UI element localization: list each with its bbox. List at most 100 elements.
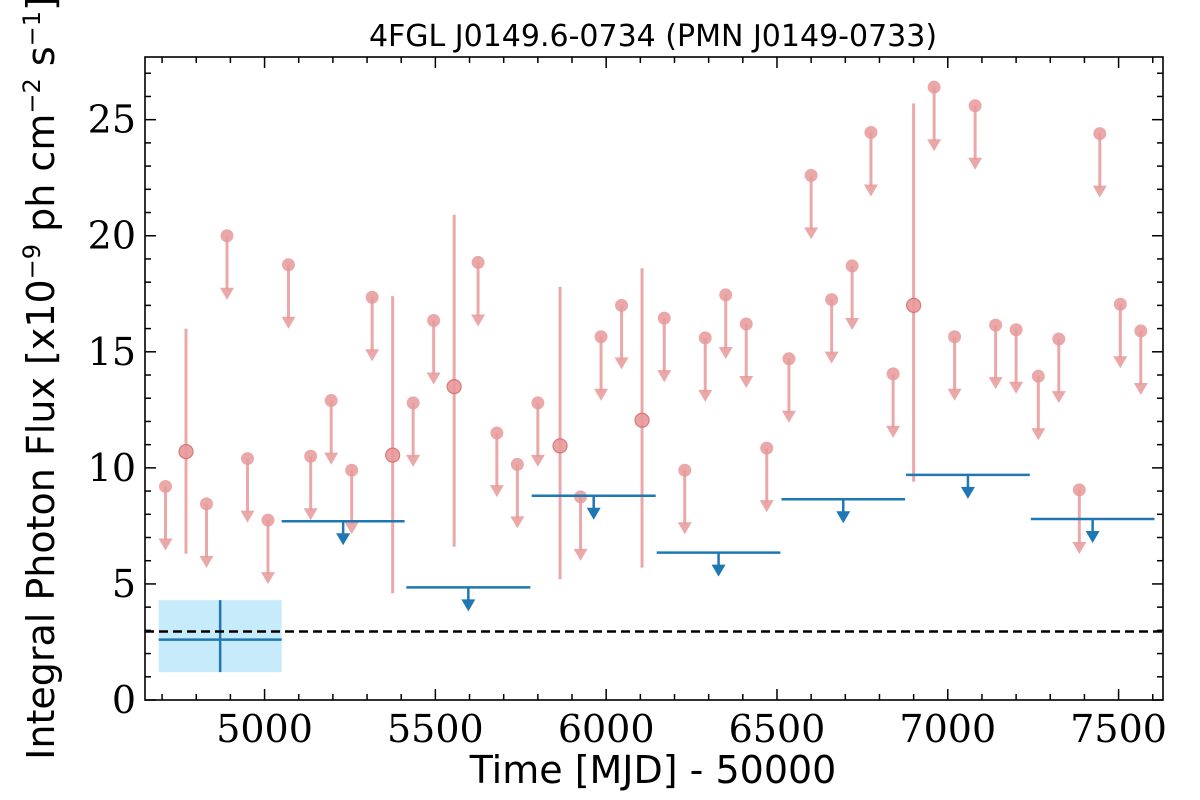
- x-tick-label: 6000: [558, 707, 655, 751]
- fine-upper-limit-head: [573, 548, 588, 561]
- fine-upper-limit-head: [1072, 541, 1087, 554]
- fine-upper-limit-head: [594, 388, 609, 401]
- x-tick-label: 5000: [216, 707, 313, 751]
- fine-upper-limit-point: [1113, 297, 1127, 311]
- fine-upper-limit-head: [698, 389, 713, 402]
- fine-upper-limit-point: [471, 255, 485, 269]
- y-axis-label-mid2: s: [19, 46, 63, 78]
- fine-upper-limit-point: [324, 394, 338, 408]
- fine-upper-limit-head: [530, 454, 545, 467]
- fine-upper-limit-head: [804, 227, 819, 240]
- fine-upper-limit-point: [657, 311, 671, 325]
- fine-upper-limit-point: [739, 317, 753, 331]
- fine-upper-limit-point: [427, 313, 441, 327]
- y-axis-label: Integral Photon Flux [x10−9 ph cm−2 s−1]: [18, 0, 63, 760]
- fine-upper-limit-point: [948, 330, 962, 344]
- fine-upper-limit-head: [845, 317, 860, 330]
- fine-upper-limit-head: [927, 139, 942, 152]
- y-axis-label-exp2: −2: [18, 78, 46, 113]
- fine-upper-limit-point: [989, 318, 1003, 332]
- fine-upper-limit-head: [1092, 185, 1107, 198]
- fine-upper-limit-head: [1133, 382, 1148, 395]
- fine-upper-limit-head: [657, 370, 672, 383]
- fine-upper-limit-head: [344, 522, 359, 535]
- plot-area: [145, 80, 1163, 673]
- fine-detection-point: [552, 438, 568, 454]
- fine-upper-limit-head: [863, 184, 878, 197]
- fine-upper-limit-point: [1134, 324, 1148, 338]
- y-tick-label: 5: [112, 562, 136, 606]
- plot-frame: [144, 56, 1164, 701]
- fine-detection-point: [446, 379, 462, 395]
- fine-upper-limit-head: [1051, 391, 1066, 404]
- chart-title: 4FGL J0149.6-0734 (PMN J0149-0733): [369, 19, 937, 54]
- fine-upper-limit-point: [261, 513, 275, 527]
- y-tick-label: 15: [88, 330, 136, 374]
- fine-upper-limit-point: [719, 288, 733, 302]
- fine-upper-limit-point: [406, 396, 420, 410]
- fine-detection-point: [178, 444, 194, 460]
- fine-upper-limit-head: [199, 555, 214, 568]
- y-axis-label-main: Integral Photon Flux [x10: [19, 279, 63, 760]
- fine-upper-limit-point: [1072, 483, 1086, 497]
- fine-upper-limit-head: [260, 572, 275, 585]
- fine-upper-limit-point: [1031, 369, 1045, 383]
- fine-upper-limit-point: [304, 449, 318, 463]
- x-tick-label: 7500: [1070, 707, 1167, 751]
- axis-ticks: 5000 5500 6000 6500 7000 7500 0 5 10 15 20 25: [88, 57, 1167, 751]
- yearly-upper-limit-head: [586, 507, 601, 520]
- yearly-upper-limit-head: [960, 486, 975, 499]
- fine-upper-limit-point: [760, 441, 774, 455]
- fine-detection-point: [906, 297, 922, 313]
- y-axis-label-exp1: −9: [18, 244, 46, 279]
- yearly-upper-limit-head: [461, 599, 476, 612]
- fine-upper-limit-point: [845, 259, 859, 273]
- y-axis-label-exp3: −1: [18, 11, 46, 46]
- fine-upper-limit-point: [698, 331, 712, 345]
- y-tick-label: 20: [88, 214, 136, 258]
- fine-upper-limit-head: [303, 508, 318, 521]
- fine-upper-limit-head: [968, 157, 983, 170]
- fine-upper-limit-point: [281, 258, 295, 272]
- fine-upper-limit-point: [220, 229, 234, 243]
- fine-upper-limit-head: [324, 452, 339, 465]
- yearly-upper-limit-head: [1085, 530, 1100, 543]
- fine-upper-limit-head: [1113, 356, 1128, 369]
- fine-upper-limit-head: [1031, 428, 1046, 441]
- x-tick-label: 5500: [387, 707, 484, 751]
- fine-upper-limit-head: [1009, 381, 1024, 394]
- fine-upper-limit-head: [988, 377, 1003, 390]
- fine-upper-limit-head: [718, 346, 733, 359]
- fine-upper-limit-head: [281, 316, 296, 329]
- fine-upper-limit-point: [968, 99, 982, 113]
- y-tick-label: 0: [112, 678, 136, 722]
- fine-detection-point: [385, 447, 401, 463]
- fine-upper-limit-point: [345, 463, 359, 477]
- y-tick-label: 25: [88, 98, 136, 142]
- fine-upper-limit-point: [927, 80, 941, 94]
- fine-upper-limit-point: [199, 497, 213, 511]
- fine-upper-limit-point: [594, 330, 608, 344]
- fine-upper-limit-point: [678, 463, 692, 477]
- fine-upper-limit-point: [825, 293, 839, 307]
- fine-upper-limit-head: [824, 351, 839, 364]
- y-axis-label-end: ]: [19, 0, 63, 11]
- fine-upper-limit-point: [886, 367, 900, 381]
- fine-upper-limit-head: [489, 485, 504, 498]
- fine-upper-limit-point: [782, 352, 796, 366]
- fine-upper-limit-head: [158, 538, 173, 551]
- fine-upper-limit-head: [677, 522, 692, 535]
- fine-upper-limit-point: [158, 479, 172, 493]
- yearly-upper-limit-head: [336, 533, 351, 546]
- y-axis-label-mid: ph cm: [19, 114, 63, 244]
- y-tick-label: 10: [88, 446, 136, 490]
- fine-detection-point: [634, 412, 650, 428]
- fine-upper-limit-head: [886, 425, 901, 438]
- fine-upper-limit-head: [614, 357, 629, 370]
- fine-upper-limit-point: [490, 426, 504, 440]
- x-tick-label: 6500: [729, 707, 826, 751]
- fine-upper-limit-point: [615, 298, 629, 312]
- fine-upper-limit-point: [1009, 323, 1023, 337]
- fine-upper-limit-head: [510, 516, 525, 529]
